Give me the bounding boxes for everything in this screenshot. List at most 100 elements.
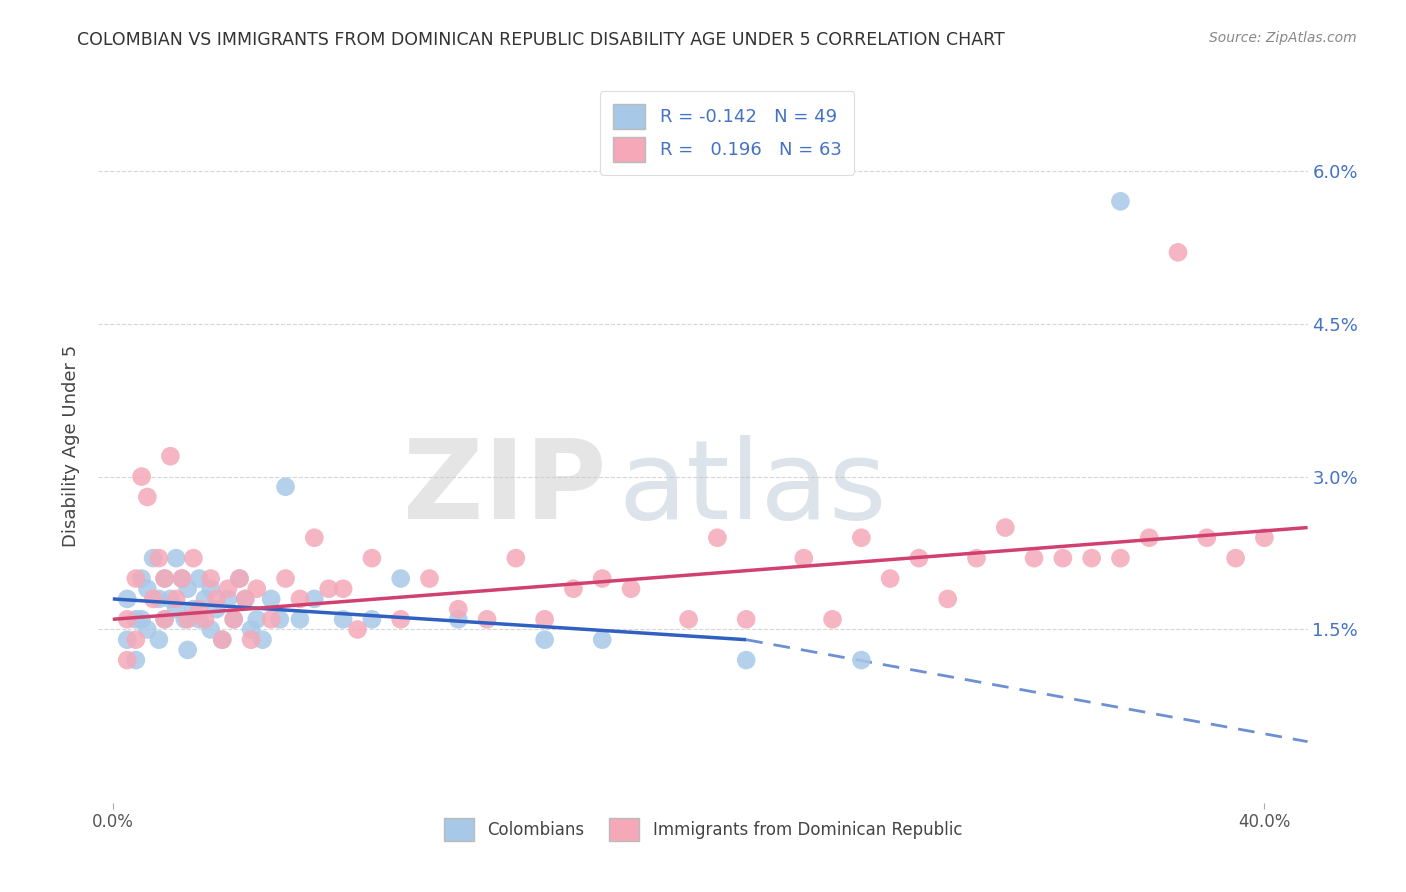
- Point: [153, 572, 176, 586]
- Point: [966, 551, 988, 566]
- Point: [274, 572, 297, 586]
- Point: [194, 612, 217, 626]
- Point: [1109, 551, 1132, 566]
- Point: [136, 582, 159, 596]
- Point: [125, 612, 148, 626]
- Point: [1022, 551, 1045, 566]
- Point: [288, 591, 311, 606]
- Point: [131, 572, 153, 586]
- Point: [170, 572, 193, 586]
- Point: [240, 632, 263, 647]
- Point: [205, 602, 228, 616]
- Point: [200, 572, 222, 586]
- Point: [706, 531, 728, 545]
- Point: [1253, 531, 1275, 545]
- Point: [1167, 245, 1189, 260]
- Point: [361, 612, 384, 626]
- Point: [735, 653, 758, 667]
- Point: [131, 469, 153, 483]
- Point: [165, 602, 187, 616]
- Point: [176, 643, 198, 657]
- Point: [188, 602, 211, 616]
- Point: [233, 591, 256, 606]
- Point: [125, 572, 148, 586]
- Point: [153, 572, 176, 586]
- Point: [252, 632, 274, 647]
- Point: [153, 612, 176, 626]
- Point: [475, 612, 498, 626]
- Point: [1052, 551, 1074, 566]
- Point: [148, 632, 170, 647]
- Point: [274, 480, 297, 494]
- Text: ZIP: ZIP: [404, 435, 606, 542]
- Point: [222, 612, 245, 626]
- Point: [115, 653, 138, 667]
- Point: [115, 612, 138, 626]
- Point: [562, 582, 585, 596]
- Point: [269, 612, 291, 626]
- Point: [447, 602, 470, 616]
- Point: [389, 572, 412, 586]
- Point: [194, 591, 217, 606]
- Point: [389, 612, 412, 626]
- Text: atlas: atlas: [619, 435, 887, 542]
- Point: [170, 572, 193, 586]
- Point: [361, 551, 384, 566]
- Point: [211, 632, 233, 647]
- Point: [165, 591, 187, 606]
- Point: [159, 591, 181, 606]
- Point: [217, 582, 239, 596]
- Point: [125, 653, 148, 667]
- Point: [908, 551, 931, 566]
- Point: [148, 551, 170, 566]
- Point: [821, 612, 844, 626]
- Point: [173, 612, 195, 626]
- Point: [205, 591, 228, 606]
- Point: [288, 612, 311, 626]
- Text: Source: ZipAtlas.com: Source: ZipAtlas.com: [1209, 31, 1357, 45]
- Point: [200, 623, 222, 637]
- Point: [505, 551, 527, 566]
- Point: [115, 591, 138, 606]
- Y-axis label: Disability Age Under 5: Disability Age Under 5: [62, 345, 80, 547]
- Point: [591, 572, 613, 586]
- Point: [304, 531, 326, 545]
- Point: [1109, 194, 1132, 209]
- Point: [418, 572, 440, 586]
- Point: [131, 612, 153, 626]
- Point: [332, 612, 354, 626]
- Point: [183, 551, 205, 566]
- Point: [620, 582, 643, 596]
- Point: [304, 591, 326, 606]
- Point: [125, 632, 148, 647]
- Point: [678, 612, 700, 626]
- Point: [159, 449, 181, 463]
- Point: [136, 623, 159, 637]
- Point: [936, 591, 959, 606]
- Point: [346, 623, 368, 637]
- Point: [318, 582, 340, 596]
- Point: [142, 551, 165, 566]
- Point: [233, 591, 256, 606]
- Point: [1137, 531, 1160, 545]
- Point: [217, 591, 239, 606]
- Point: [240, 623, 263, 637]
- Text: COLOMBIAN VS IMMIGRANTS FROM DOMINICAN REPUBLIC DISABILITY AGE UNDER 5 CORRELATI: COLOMBIAN VS IMMIGRANTS FROM DOMINICAN R…: [77, 31, 1005, 49]
- Point: [183, 602, 205, 616]
- Point: [851, 653, 873, 667]
- Point: [115, 632, 138, 647]
- Point: [1080, 551, 1102, 566]
- Point: [228, 572, 250, 586]
- Point: [136, 490, 159, 504]
- Point: [188, 572, 211, 586]
- Point: [735, 612, 758, 626]
- Point: [228, 572, 250, 586]
- Point: [260, 591, 283, 606]
- Point: [176, 582, 198, 596]
- Point: [260, 612, 283, 626]
- Point: [148, 591, 170, 606]
- Legend: Colombians, Immigrants from Dominican Republic: Colombians, Immigrants from Dominican Re…: [437, 811, 969, 848]
- Point: [200, 582, 222, 596]
- Point: [211, 632, 233, 647]
- Point: [1225, 551, 1247, 566]
